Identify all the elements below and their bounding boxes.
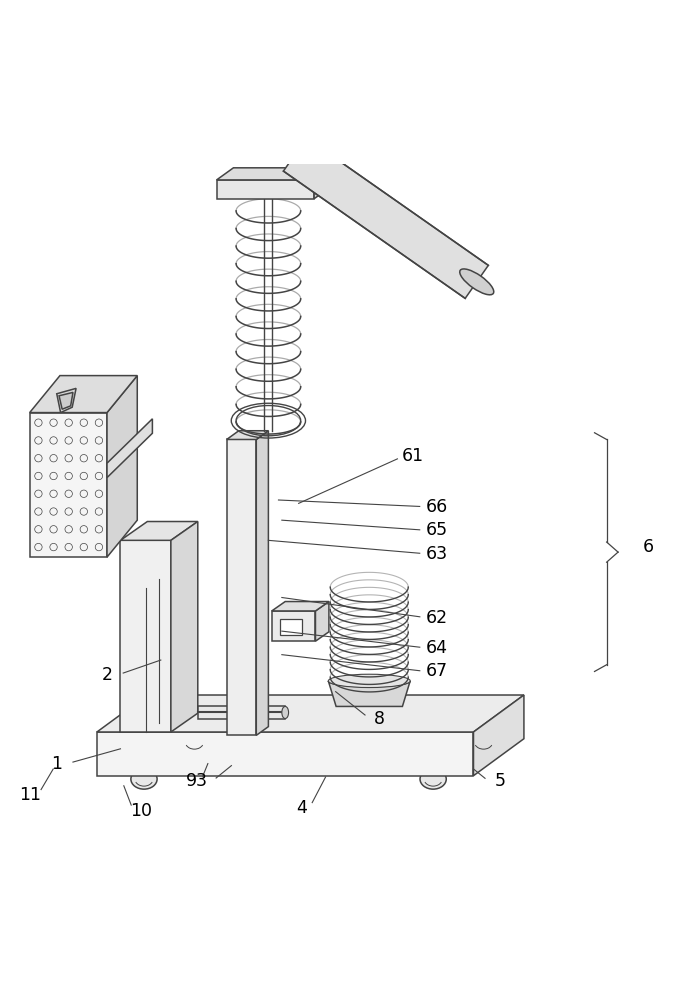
Polygon shape	[328, 681, 410, 706]
Polygon shape	[272, 602, 329, 611]
Polygon shape	[216, 180, 314, 199]
Polygon shape	[121, 540, 171, 732]
Text: 64: 64	[426, 639, 447, 657]
Text: 6: 6	[643, 538, 654, 556]
Polygon shape	[59, 392, 73, 409]
Ellipse shape	[181, 732, 207, 752]
Polygon shape	[226, 439, 256, 735]
Polygon shape	[121, 522, 198, 540]
Text: 11: 11	[19, 786, 41, 804]
Polygon shape	[283, 138, 488, 298]
Text: 65: 65	[425, 521, 447, 539]
Polygon shape	[30, 413, 107, 557]
Polygon shape	[315, 602, 329, 641]
Ellipse shape	[328, 674, 410, 688]
Text: 67: 67	[425, 662, 447, 680]
Text: 61: 61	[402, 447, 424, 465]
Polygon shape	[272, 611, 315, 641]
Ellipse shape	[282, 706, 289, 719]
Text: 9: 9	[186, 772, 197, 790]
Ellipse shape	[460, 269, 494, 295]
Text: 2: 2	[102, 666, 113, 684]
Text: 5: 5	[495, 772, 506, 790]
Polygon shape	[107, 376, 137, 557]
Text: 4: 4	[296, 799, 307, 817]
Text: 63: 63	[425, 545, 447, 563]
Polygon shape	[171, 522, 198, 732]
Polygon shape	[97, 695, 524, 732]
Text: 1: 1	[51, 755, 62, 773]
Text: 66: 66	[425, 498, 447, 516]
Bar	[281, 619, 302, 635]
Ellipse shape	[420, 769, 446, 789]
Ellipse shape	[471, 732, 497, 752]
Polygon shape	[30, 376, 137, 413]
Ellipse shape	[131, 769, 157, 789]
Polygon shape	[97, 732, 473, 776]
Polygon shape	[314, 168, 331, 199]
Text: 3: 3	[196, 772, 207, 790]
Polygon shape	[107, 419, 153, 478]
Text: 62: 62	[425, 609, 447, 627]
Polygon shape	[256, 431, 268, 735]
Polygon shape	[473, 695, 524, 776]
Polygon shape	[198, 706, 285, 719]
Text: 8: 8	[374, 710, 385, 728]
Polygon shape	[226, 431, 268, 439]
Polygon shape	[57, 388, 76, 413]
Polygon shape	[216, 168, 331, 180]
Text: 10: 10	[129, 802, 152, 820]
